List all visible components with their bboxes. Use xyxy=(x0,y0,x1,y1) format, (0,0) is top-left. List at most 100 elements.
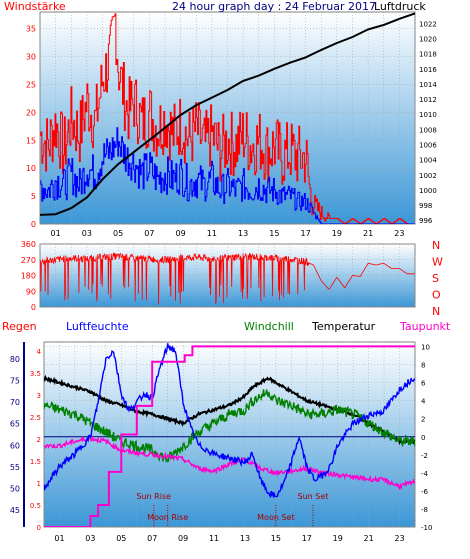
astro-annotations: Sun Rise Moon Rise Moon Set Sun Set xyxy=(136,492,328,527)
wind-tick-label: 15 xyxy=(26,136,36,145)
wind-x-tick-label: 23 xyxy=(394,229,404,238)
wind-series-line xyxy=(40,127,415,224)
wind-tick-label: 10 xyxy=(26,164,36,173)
compass-label: S xyxy=(432,272,439,285)
wind-x-tick-label: 05 xyxy=(113,229,123,238)
pressure-series-line xyxy=(40,12,415,216)
pressure-tick-label: 1004 xyxy=(419,157,437,165)
direction-series-line xyxy=(40,251,415,305)
humidity-tick-label: 70 xyxy=(10,398,20,407)
wind-x-tick-label: 17 xyxy=(301,229,311,238)
humidity-axis-title: Luftfeuchte xyxy=(66,320,129,333)
wind-series-group xyxy=(40,12,415,224)
temperature-title: Temperatur xyxy=(311,320,376,333)
rain-tick-label: 0 xyxy=(37,524,41,532)
direction-series-group xyxy=(40,251,415,305)
axis-tick-labels: 0510152025303599699810001002100410061008… xyxy=(10,20,443,543)
rain-series-line xyxy=(44,345,415,527)
windchill-series-line xyxy=(44,389,415,464)
humidity-tick-label: 55 xyxy=(10,463,20,472)
chart-series xyxy=(40,12,415,527)
humidity-series-line xyxy=(44,343,415,499)
wind-x-tick-label: 13 xyxy=(238,229,248,238)
rain-tick-label: 2 xyxy=(37,436,41,444)
rain-tick-label: 1.5 xyxy=(30,458,41,466)
climate-series-group xyxy=(44,343,415,527)
rain-axis-title: Regen xyxy=(2,320,37,333)
wind-tick-label: 35 xyxy=(26,25,36,34)
gust-series-line xyxy=(40,13,415,224)
climate-x-tick-label: 19 xyxy=(333,534,343,543)
pressure-tick-label: 1018 xyxy=(419,51,437,59)
annotation-label: Moon Set xyxy=(257,513,294,522)
humidity-tick-label: 65 xyxy=(10,420,20,429)
dewpoint-series-line xyxy=(44,434,415,491)
wind-tick-label: 30 xyxy=(26,53,36,62)
wind-tick-label: 5 xyxy=(31,192,36,201)
wind-x-tick-label: 15 xyxy=(269,229,279,238)
temp-tick-label: 2 xyxy=(421,416,425,424)
rain-tick-label: 3 xyxy=(37,392,41,400)
wind-x-tick-label: 19 xyxy=(332,229,342,238)
temperature-series-line xyxy=(44,374,415,446)
pressure-tick-label: 1020 xyxy=(419,36,437,44)
climate-x-tick-label: 03 xyxy=(85,534,95,543)
pressure-tick-label: 1014 xyxy=(419,81,437,89)
climate-x-tick-label: 09 xyxy=(178,534,188,543)
pressure-tick-label: 1006 xyxy=(419,142,437,150)
temp-tick-label: -8 xyxy=(421,506,428,514)
windchill-title: Windchill xyxy=(244,320,294,333)
compass-label: W xyxy=(432,256,443,269)
climate-x-tick-label: 01 xyxy=(54,534,64,543)
temp-tick-label: 10 xyxy=(421,344,430,352)
page-title: 24 hour graph day : 24 Februar 2017 xyxy=(172,0,376,13)
humidity-tick-label: 50 xyxy=(10,484,20,493)
temp-tick-label: -10 xyxy=(421,524,432,532)
pressure-tick-label: 1000 xyxy=(419,187,437,195)
rain-tick-label: 3.5 xyxy=(30,370,41,378)
wind-tick-label: 20 xyxy=(26,108,36,117)
climate-x-tick-label: 11 xyxy=(209,534,219,543)
compass-label: N xyxy=(432,305,440,318)
wind-x-tick-label: 09 xyxy=(176,229,186,238)
temp-tick-label: 6 xyxy=(421,380,426,388)
pressure-tick-label: 1016 xyxy=(419,66,437,74)
rain-tick-label: 2.5 xyxy=(30,414,41,422)
wind-tick-label: 25 xyxy=(26,81,36,90)
climate-x-tick-label: 21 xyxy=(364,534,374,543)
direction-tick-label: 180 xyxy=(21,272,36,281)
climate-x-tick-label: 23 xyxy=(394,534,404,543)
temp-tick-label: 4 xyxy=(421,398,426,406)
wind-axis-title: Windstärke xyxy=(4,0,66,13)
rain-tick-label: 0.5 xyxy=(30,502,41,510)
dewpoint-axis-title: Taupunkt xyxy=(399,320,451,333)
rain-tick-label: 4 xyxy=(37,348,42,356)
pressure-tick-label: 1010 xyxy=(419,111,437,119)
direction-tick-label: 360 xyxy=(21,240,36,249)
compass-label: O xyxy=(432,289,441,302)
climate-x-tick-label: 05 xyxy=(116,534,126,543)
annotation-label: Sun Set xyxy=(298,492,329,501)
temp-tick-label: -6 xyxy=(421,488,429,496)
climate-x-tick-label: 07 xyxy=(147,534,157,543)
annotation-label: Sun Rise xyxy=(136,492,171,501)
compass-label: N xyxy=(432,239,440,252)
climate-x-tick-label: 15 xyxy=(271,534,281,543)
pressure-tick-label: 1022 xyxy=(419,20,437,28)
temp-tick-label: 8 xyxy=(421,362,425,370)
temp-tick-label: -4 xyxy=(421,470,429,478)
humidity-tick-label: 75 xyxy=(10,377,20,386)
humidity-tick-label: 45 xyxy=(10,506,20,515)
wind-tick-label: 0 xyxy=(31,220,36,229)
temp-tick-label: 0 xyxy=(421,434,425,442)
direction-tick-label: 270 xyxy=(21,256,36,265)
climate-x-tick-label: 13 xyxy=(240,534,250,543)
wind-x-tick-label: 01 xyxy=(51,229,61,238)
pressure-tick-label: 996 xyxy=(419,217,433,225)
wind-x-tick-label: 21 xyxy=(363,229,373,238)
wind-x-tick-label: 11 xyxy=(207,229,217,238)
humidity-tick-label: 60 xyxy=(10,441,20,450)
wind-x-tick-label: 07 xyxy=(144,229,154,238)
annotation-label: Moon Rise xyxy=(147,513,188,522)
